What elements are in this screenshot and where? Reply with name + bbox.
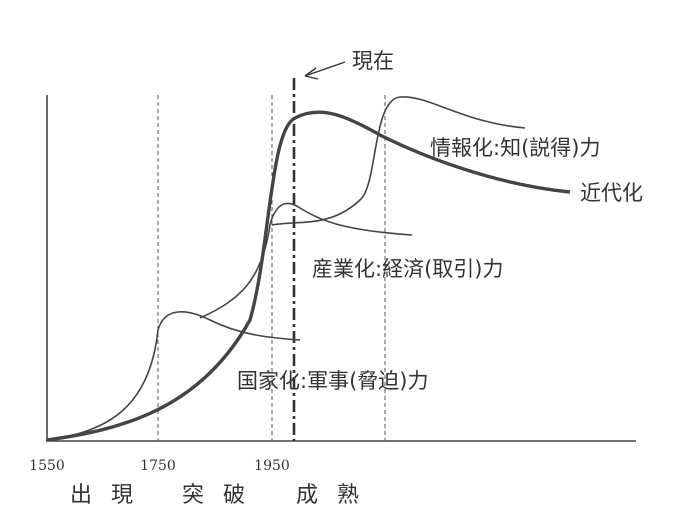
x-label: 1550 [29,458,65,474]
information-curve [271,96,526,226]
now-arrow [304,61,346,80]
stage-label: 突 破 [182,483,251,508]
curve-label: 近代化 [580,181,643,205]
now-label: 現在 [352,49,394,73]
curve-label: 国家化:軍事(脅迫)力 [237,369,428,393]
x-label: 1750 [140,458,176,474]
curve-label: 情報化:知(説得)力 [430,136,600,160]
stage-label: 成 熟 [296,483,365,508]
industry-curve [199,202,413,319]
state-curve [46,311,301,441]
stage-label: 出 現 [70,483,139,508]
x-label: 1950 [254,458,290,474]
modernization-curve [46,110,571,442]
curve-label: 産業化:経済(取引)力 [312,257,503,281]
